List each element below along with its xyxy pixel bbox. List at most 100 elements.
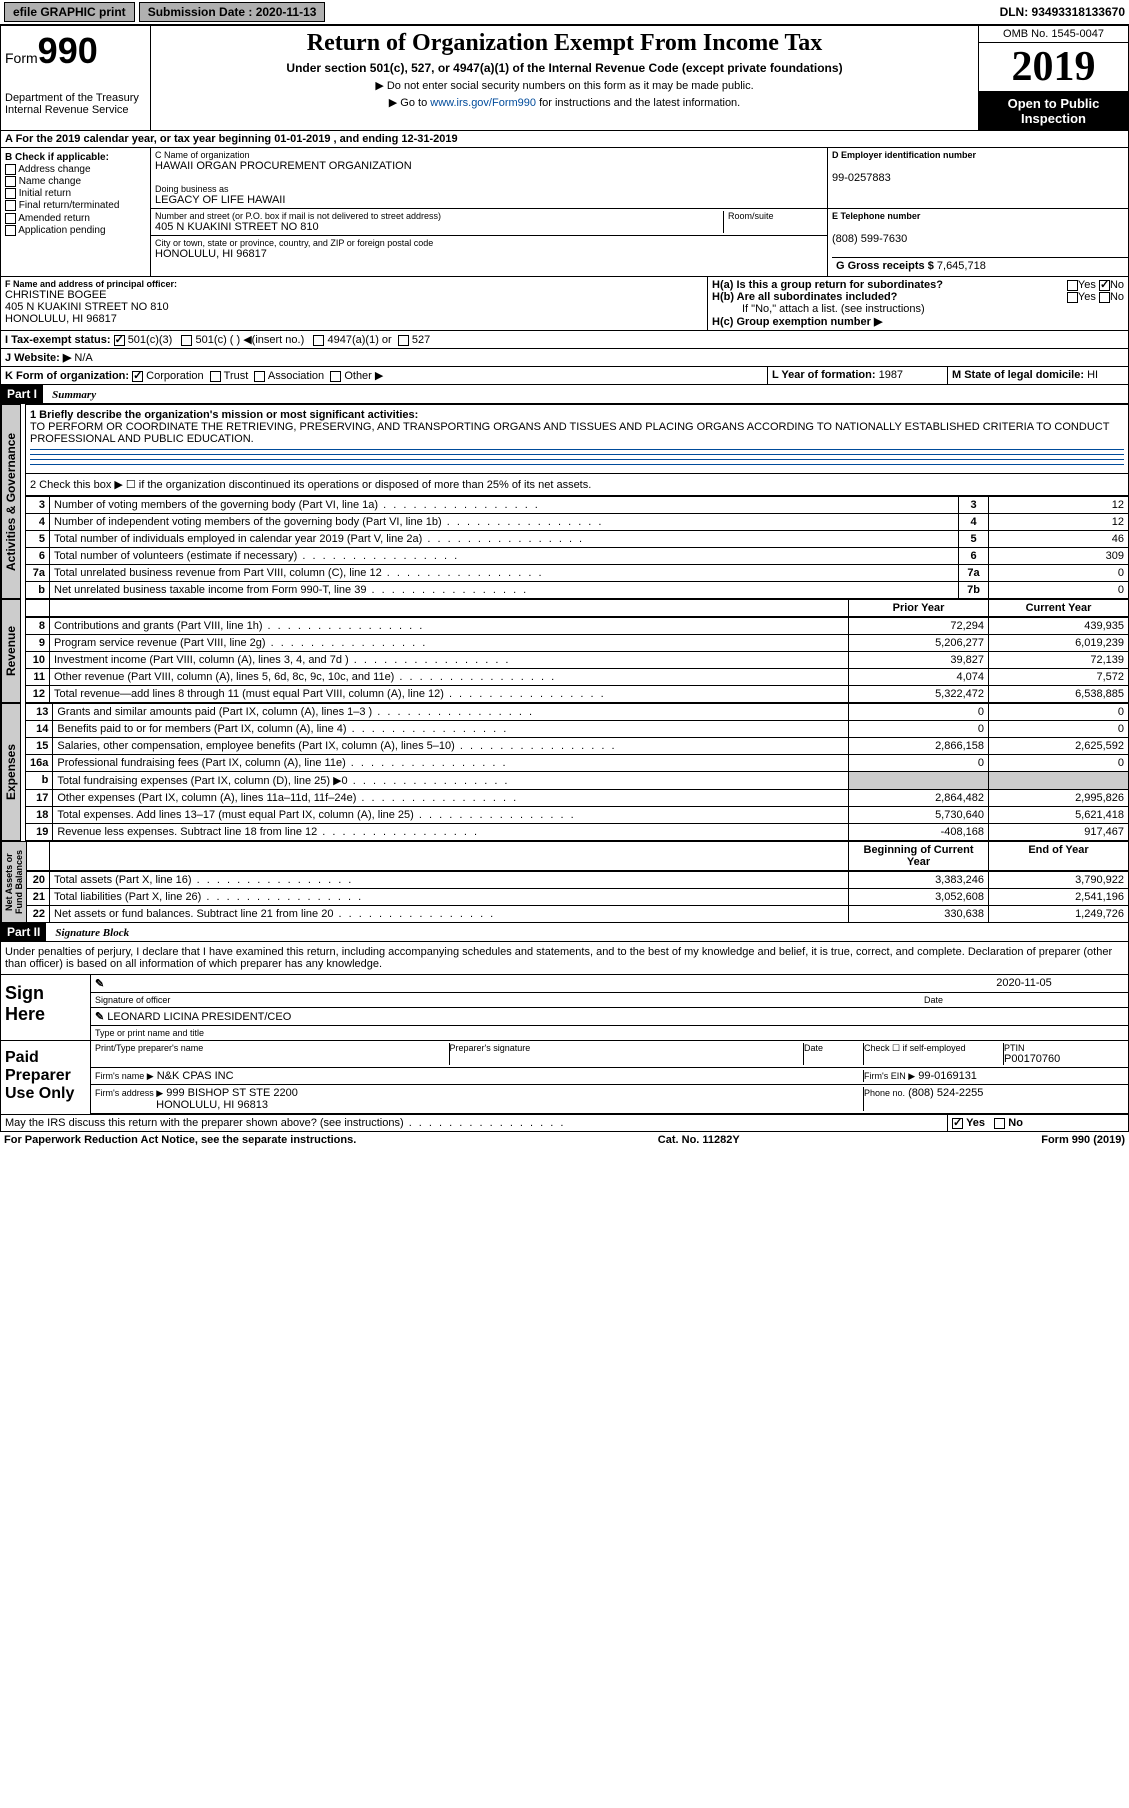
- table-row: 22Net assets or fund balances. Subtract …: [26, 906, 1129, 923]
- table-activities: 3Number of voting members of the governi…: [25, 496, 1129, 599]
- ha-no[interactable]: [1099, 280, 1110, 291]
- checkbox-amended[interactable]: [5, 213, 16, 224]
- checkbox-pending[interactable]: [5, 225, 16, 236]
- table-row: 9Program service revenue (Part VIII, lin…: [26, 635, 1129, 652]
- firm-ein-label: Firm's EIN ▶: [864, 1071, 915, 1081]
- note-link: ▶ Go to www.irs.gov/Form990 for instruct…: [155, 96, 974, 109]
- cb-trust[interactable]: [210, 371, 221, 382]
- table-row: 10Investment income (Part VIII, column (…: [26, 652, 1129, 669]
- cb-527[interactable]: [398, 335, 409, 346]
- hb-label: H(b) Are all subordinates included?: [712, 291, 897, 303]
- submission-date-button[interactable]: Submission Date : 2020-11-13: [139, 2, 326, 22]
- tax-year: 2019: [979, 43, 1128, 92]
- discuss-yes[interactable]: [952, 1118, 963, 1129]
- form-header: Form990 Department of the Treasury Inter…: [0, 25, 1129, 131]
- vtab-activities: Activities & Governance: [1, 404, 21, 599]
- hb-yes[interactable]: [1067, 292, 1078, 303]
- phone-value: (808) 599-7630: [832, 233, 1124, 245]
- city-label: City or town, state or province, country…: [155, 238, 823, 248]
- pen-icon: ✎: [95, 978, 104, 990]
- dba-label: Doing business as: [155, 184, 823, 194]
- q1-label: 1 Briefly describe the organization's mi…: [30, 409, 418, 421]
- officer-addr2: HONOLULU, HI 96817: [5, 313, 703, 325]
- year-formation-value: 1987: [879, 369, 903, 381]
- table-row: 18Total expenses. Add lines 13–17 (must …: [26, 807, 1129, 824]
- efile-button[interactable]: efile GRAPHIC print: [4, 2, 135, 22]
- table-row: 20Total assets (Part X, line 16)3,383,24…: [26, 872, 1129, 889]
- table-row: 21Total liabilities (Part X, line 26)3,0…: [26, 889, 1129, 906]
- table-row: 11Other revenue (Part VIII, column (A), …: [26, 669, 1129, 686]
- table-revenue: 8Contributions and grants (Part VIII, li…: [25, 617, 1129, 703]
- instructions-link[interactable]: www.irs.gov/Form990: [430, 97, 536, 109]
- state-domicile-label: M State of legal domicile:: [952, 369, 1084, 381]
- ptin-label: PTIN: [1004, 1043, 1124, 1053]
- table-row: 13Grants and similar amounts paid (Part …: [26, 704, 1129, 721]
- table-row: 17Other expenses (Part IX, column (A), l…: [26, 790, 1129, 807]
- omb-number: OMB No. 1545-0047: [979, 26, 1128, 43]
- part2-header: Part II: [1, 923, 46, 941]
- table-row: 15Salaries, other compensation, employee…: [26, 738, 1129, 755]
- table-row: 8Contributions and grants (Part VIII, li…: [26, 618, 1129, 635]
- org-name: HAWAII ORGAN PROCUREMENT ORGANIZATION: [155, 160, 823, 172]
- pen-icon-2: ✎: [95, 1011, 104, 1023]
- cb-assoc[interactable]: [254, 371, 265, 382]
- table-row: bNet unrelated business taxable income f…: [26, 582, 1129, 599]
- table-row: 19Revenue less expenses. Subtract line 1…: [26, 824, 1129, 841]
- cb-4947[interactable]: [313, 335, 324, 346]
- vtab-revenue: Revenue: [1, 599, 21, 703]
- page-footer: For Paperwork Reduction Act Notice, see …: [0, 1132, 1129, 1148]
- table-net-header: Beginning of Current YearEnd of Year: [25, 841, 1129, 871]
- cb-other[interactable]: [330, 371, 341, 382]
- officer-label: F Name and address of principal officer:: [5, 279, 703, 289]
- table-row: 7aTotal unrelated business revenue from …: [26, 565, 1129, 582]
- discuss-no[interactable]: [994, 1118, 1005, 1129]
- note-ssn: ▶ Do not enter social security numbers o…: [155, 79, 974, 92]
- department-label: Department of the Treasury Internal Reve…: [5, 92, 146, 116]
- sig-date: 2020-11-05: [924, 977, 1124, 990]
- street-label: Number and street (or P.O. box if mail i…: [155, 211, 723, 221]
- cb-501c[interactable]: [181, 335, 192, 346]
- table-expenses: 13Grants and similar amounts paid (Part …: [25, 703, 1129, 841]
- tax-status-label: I Tax-exempt status:: [5, 334, 111, 346]
- q1-text: TO PERFORM OR COORDINATE THE RETRIEVING,…: [30, 421, 1124, 445]
- checkbox-address-change[interactable]: [5, 164, 16, 175]
- cb-corp[interactable]: [132, 371, 143, 382]
- form-org-label: K Form of organization:: [5, 370, 129, 382]
- table-row: 5Total number of individuals employed in…: [26, 531, 1129, 548]
- firm-addr1: 999 BISHOP ST STE 2200: [166, 1087, 298, 1099]
- website-label: J Website: ▶: [5, 352, 71, 364]
- checkbox-initial-return[interactable]: [5, 188, 16, 199]
- checkbox-final-return[interactable]: [5, 200, 16, 211]
- prep-sig-label: Preparer's signature: [450, 1043, 805, 1065]
- row-a-tax-year: A For the 2019 calendar year, or tax yea…: [0, 131, 1129, 148]
- ptin-value: P00170760: [1004, 1053, 1124, 1065]
- room-label: Room/suite: [728, 211, 823, 221]
- sig-date-label: Date: [924, 995, 1124, 1005]
- box-b-checkboxes: B Check if applicable: Address change Na…: [1, 148, 151, 276]
- sign-here-label: Sign Here: [1, 975, 91, 1040]
- officer-name: CHRISTINE BOGEE: [5, 289, 703, 301]
- vtab-net: Net Assets or Fund Balances: [1, 841, 27, 923]
- discuss-label: May the IRS discuss this return with the…: [5, 1117, 404, 1129]
- part1-header: Part I: [1, 385, 43, 403]
- org-name-label: C Name of organization: [155, 150, 823, 160]
- firm-name: N&K CPAS INC: [157, 1070, 234, 1082]
- ha-yes[interactable]: [1067, 280, 1078, 291]
- table-row: 16aProfessional fundraising fees (Part I…: [26, 755, 1129, 772]
- part2-title: Signature Block: [49, 925, 135, 941]
- gross-label: G Gross receipts $: [836, 260, 934, 272]
- form-subtitle: Under section 501(c), 527, or 4947(a)(1)…: [155, 61, 974, 75]
- checkbox-name-change[interactable]: [5, 176, 16, 187]
- dba-name: LEGACY OF LIFE HAWAII: [155, 194, 823, 206]
- street-value: 405 N KUAKINI STREET NO 810: [155, 221, 723, 233]
- cb-501c3[interactable]: [114, 335, 125, 346]
- firm-addr-label: Firm's address ▶: [95, 1088, 163, 1098]
- hb-no[interactable]: [1099, 292, 1110, 303]
- penalty-statement: Under penalties of perjury, I declare th…: [0, 942, 1129, 975]
- form-number: Form990: [5, 30, 146, 72]
- hb-note: If "No," attach a list. (see instruction…: [712, 303, 1124, 315]
- table-row: 4Number of independent voting members of…: [26, 514, 1129, 531]
- table-revenue-header: Prior YearCurrent Year: [25, 599, 1129, 617]
- part1-title: Summary: [46, 387, 102, 403]
- table-net: 20Total assets (Part X, line 16)3,383,24…: [25, 871, 1129, 923]
